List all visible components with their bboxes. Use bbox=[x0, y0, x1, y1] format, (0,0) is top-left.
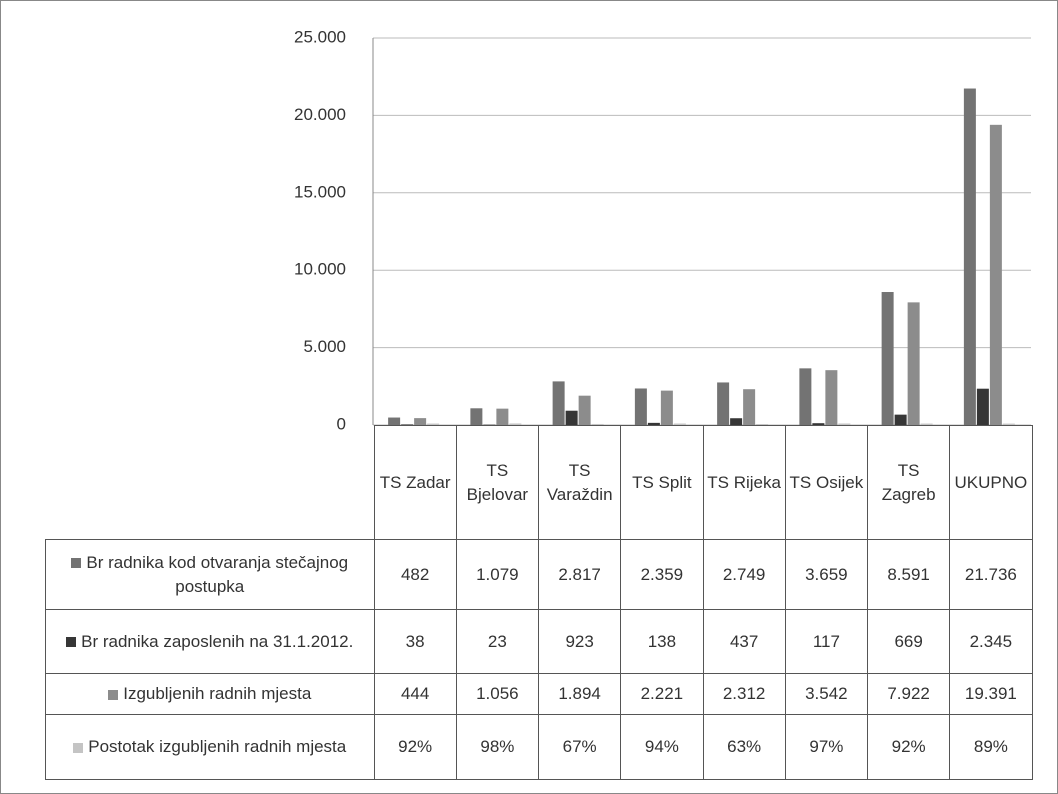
bar bbox=[799, 368, 812, 425]
x-tick-label: TS Zagreb bbox=[866, 425, 951, 540]
bar bbox=[470, 408, 483, 425]
data-cell: 63% bbox=[702, 714, 786, 780]
data-cell: 7.922 bbox=[866, 673, 951, 715]
data-cell: 97% bbox=[784, 714, 869, 780]
bar bbox=[838, 423, 851, 425]
y-tick-label: 10.000 bbox=[294, 260, 346, 279]
bar bbox=[743, 389, 756, 425]
data-cell: 444 bbox=[373, 673, 457, 715]
table-header-row: TS Zadar TS Bjelovar TS Varaždin TS Split TS… bbox=[45, 425, 1033, 540]
bar bbox=[414, 418, 427, 425]
y-tick-label: 5.000 bbox=[303, 337, 346, 356]
data-cell: 67% bbox=[537, 714, 622, 780]
bar bbox=[717, 382, 730, 425]
x-tick-label: TS Split bbox=[620, 425, 704, 540]
data-cell: 669 bbox=[866, 609, 951, 674]
table-row: Br radnika zaposlenih na 31.1.2012. 38 23 9… bbox=[45, 609, 1033, 674]
bar bbox=[591, 423, 604, 425]
data-cell: 2.749 bbox=[702, 539, 786, 610]
legend-swatch bbox=[73, 742, 84, 753]
plot: 0 5.000 10.000 15.000 20.000 25.000 bbox=[294, 27, 1031, 431]
bar bbox=[1002, 423, 1015, 425]
bar bbox=[509, 423, 522, 425]
bar bbox=[989, 124, 1002, 425]
y-tick-label: 15.000 bbox=[294, 182, 346, 201]
legend-swatch bbox=[66, 637, 77, 648]
table-row: Izgubljenih radnih mjesta 444 1.056 1.894 2.… bbox=[45, 673, 1033, 715]
data-cell: 923 bbox=[537, 609, 622, 674]
bar bbox=[825, 370, 838, 425]
y-tick-label: 0 bbox=[337, 414, 346, 431]
bar bbox=[976, 388, 989, 425]
data-cell: 3.542 bbox=[784, 673, 869, 715]
table-row: Postotak izgubljenih radnih mjesta 92% 98%… bbox=[45, 714, 1033, 780]
y-tick-label: 20.000 bbox=[294, 105, 346, 124]
bar bbox=[673, 423, 686, 425]
x-tick-label: TS Rijeka bbox=[702, 425, 786, 540]
bar bbox=[578, 395, 591, 425]
data-table: TS Zadar TS Bjelovar TS Varaždin TS Split TS… bbox=[45, 425, 1033, 780]
legend-entry: Br radnika zaposlenih na 31.1.2012. bbox=[45, 609, 375, 674]
data-cell: 1.079 bbox=[455, 539, 540, 610]
data-cell: 2.312 bbox=[702, 673, 786, 715]
legend-entry: Izgubljenih radnih mjesta bbox=[45, 673, 375, 715]
bar bbox=[907, 302, 920, 425]
data-cell: 2.221 bbox=[620, 673, 704, 715]
bar bbox=[552, 381, 565, 425]
bar bbox=[920, 423, 933, 425]
data-cell: 437 bbox=[702, 609, 786, 674]
legend-swatch bbox=[71, 558, 82, 569]
bar bbox=[427, 423, 440, 425]
legend-entry: Br radnika kod otvaranja stečajnog postu… bbox=[45, 539, 375, 610]
data-cell: 98% bbox=[455, 714, 540, 780]
bar bbox=[963, 88, 976, 425]
legend-entry: Postotak izgubljenih radnih mjesta bbox=[45, 714, 375, 780]
bar bbox=[756, 424, 769, 425]
bar bbox=[647, 422, 660, 425]
x-tick-label: TS Zadar bbox=[373, 425, 457, 540]
bar bbox=[894, 414, 907, 425]
data-cell: 23 bbox=[455, 609, 540, 674]
data-cell: 138 bbox=[620, 609, 704, 674]
data-cell: 117 bbox=[784, 609, 869, 674]
x-tick-label: TS Varaždin bbox=[537, 425, 622, 540]
y-tick-label: 25.000 bbox=[294, 27, 346, 46]
bar bbox=[401, 424, 414, 425]
bar bbox=[565, 410, 578, 425]
bar bbox=[496, 408, 509, 425]
bar bbox=[812, 423, 825, 425]
data-cell: 94% bbox=[620, 714, 704, 780]
data-cell: 2.345 bbox=[949, 609, 1033, 674]
bar bbox=[881, 292, 894, 425]
legend-label: Izgubljenih radnih mjesta bbox=[123, 684, 312, 703]
data-cell: 2.817 bbox=[537, 539, 622, 610]
data-cell: 21.736 bbox=[949, 539, 1033, 610]
data-cell: 19.391 bbox=[949, 673, 1033, 715]
data-cell: 3.659 bbox=[784, 539, 869, 610]
x-tick-label: TS Bjelovar bbox=[455, 425, 540, 540]
x-tick-label: TS Osijek bbox=[784, 425, 869, 540]
x-tick-label: UKUPNO bbox=[949, 425, 1033, 540]
data-cell: 38 bbox=[373, 609, 457, 674]
data-cell: 92% bbox=[373, 714, 457, 780]
data-cell: 2.359 bbox=[620, 539, 704, 610]
bar bbox=[634, 388, 647, 425]
legend-swatch bbox=[108, 689, 119, 700]
table-row: Br radnika kod otvaranja stečajnog postu… bbox=[45, 539, 1033, 610]
data-cell: 92% bbox=[866, 714, 951, 780]
blank-cell bbox=[45, 425, 375, 540]
data-cell: 89% bbox=[949, 714, 1033, 780]
bar bbox=[730, 418, 743, 425]
legend-label: Br radnika zaposlenih na 31.1.2012. bbox=[81, 631, 354, 651]
legend-label: Postotak izgubljenih radnih mjesta bbox=[88, 737, 347, 756]
data-cell: 482 bbox=[373, 539, 457, 610]
bar bbox=[660, 390, 673, 425]
data-cell: 1.056 bbox=[455, 673, 540, 715]
legend-label: Br radnika kod otvaranja stečajnog postu… bbox=[86, 552, 349, 596]
bar bbox=[388, 417, 401, 425]
data-cell: 1.894 bbox=[537, 673, 622, 715]
data-cell: 8.591 bbox=[866, 539, 951, 610]
